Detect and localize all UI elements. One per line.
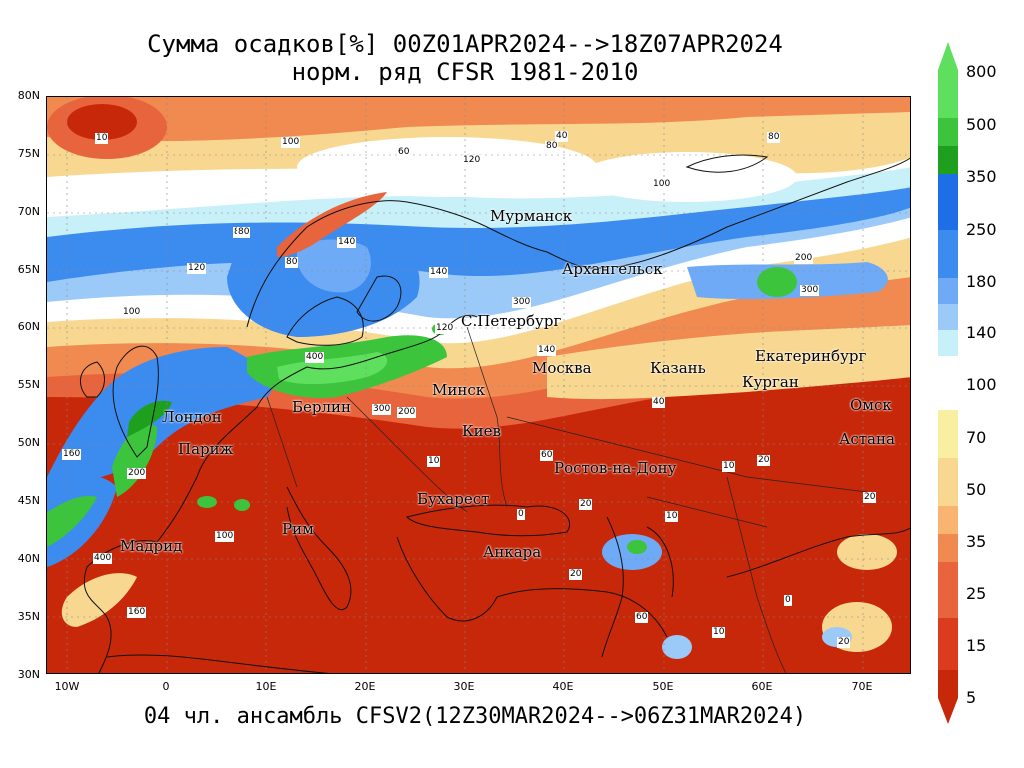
contour-label: 400 [93, 553, 113, 564]
map-title-line1: Сумма осадков[%] 00Z01APR2024-->18Z07APR… [147, 30, 783, 58]
contour-label: 400 [305, 352, 325, 363]
colorbar-label-25: 25 [966, 584, 987, 603]
lon-label-0: 0 [162, 680, 170, 693]
contour-label: 10 [95, 133, 109, 144]
contour-label: 100 [281, 137, 301, 148]
city-rome: Рим [282, 520, 314, 538]
contour-label: 20 [837, 637, 851, 648]
lat-label-55n: 55N [17, 378, 40, 391]
contour-label: 100 [652, 179, 672, 190]
lon-label-50e: 50E [652, 680, 674, 693]
lat-label-70n: 70N [17, 205, 40, 218]
contour-label: 80 [767, 132, 781, 143]
lon-label-40e: 40E [552, 680, 574, 693]
contour-label: 20 [863, 492, 877, 503]
contour-label: 60 [635, 612, 649, 623]
colorbar-label-140: 140 [966, 323, 997, 342]
city-st-petersburg: С.Петербург [461, 312, 562, 330]
contour-label: 100 [122, 307, 142, 318]
ensemble-caption: 04 чл. ансамбль CFSV2(12Z30MAR2024-->06Z… [143, 704, 807, 729]
colorbar-label-350: 350 [966, 167, 997, 186]
lat-label-45n: 45N [17, 494, 40, 507]
colorbar [938, 42, 958, 724]
contour-label: 300 [512, 297, 532, 308]
lat-label-60n: 60N [17, 320, 40, 333]
contour-label: 20 [569, 569, 583, 580]
contour-label: 0 [517, 509, 525, 520]
contour-label: 120 [187, 263, 207, 274]
colorbar-label-100: 100 [966, 375, 997, 394]
contour-label: 10 [712, 627, 726, 638]
contour-label: 160 [127, 607, 147, 618]
colorbar-label-500: 500 [966, 115, 997, 134]
city-madrid: Мадрид [120, 537, 183, 555]
colorbar-label-5: 5 [966, 688, 977, 707]
city-yekaterinburg: Екатеринбург [755, 347, 867, 365]
colorbar-label-250: 250 [966, 220, 997, 239]
lon-label-20e: 20E [354, 680, 376, 693]
city-omsk: Омск [850, 396, 892, 414]
contour-label: 10 [665, 511, 679, 522]
contour-label: 80 [545, 141, 559, 152]
city-rostov: Ростов-на-Дону [554, 459, 677, 477]
city-bucharest: Бухарест [417, 490, 490, 508]
colorbar-label-800: 800 [966, 62, 997, 81]
city-astana: Астана [839, 430, 895, 448]
lon-label-70e: 70E [851, 680, 873, 693]
colorbar-label-180: 180 [966, 272, 997, 291]
colorbar-label-35: 35 [966, 532, 987, 551]
colorbar-label-70: 70 [966, 428, 987, 447]
city-ankara: Анкара [483, 543, 542, 561]
lat-label-50n: 50N [17, 436, 40, 449]
contour-label: 300 [372, 404, 392, 415]
map-title-line2: норм. ряд CFSR 1981-2010 [291, 58, 639, 86]
contour-label: 40 [555, 131, 569, 142]
contour-label: 20 [757, 455, 771, 466]
city-paris: Париж [178, 440, 234, 458]
contour-label: 60 [397, 147, 411, 158]
city-arkhangelsk: Архангельск [562, 260, 663, 278]
contour-label: 200 [397, 407, 417, 418]
contour-label: 140 [337, 237, 357, 248]
city-moscow: Москва [532, 359, 592, 377]
city-minsk: Минск [432, 381, 486, 399]
lat-label-35n: 35N [17, 610, 40, 623]
lat-label-40n: 40N [17, 552, 40, 565]
contour-label: 40 [652, 397, 666, 408]
contour-label: 300 [800, 285, 820, 296]
city-kazan: Казань [650, 359, 706, 377]
contour-label: 80 [285, 257, 299, 268]
contour-label: 20 [579, 499, 593, 510]
contour-label: 120 [462, 155, 482, 166]
lat-label-65n: 65N [17, 263, 40, 276]
contour-label: 200 [127, 468, 147, 479]
contour-label: 160 [62, 449, 82, 460]
city-kurgan: Курган [742, 373, 799, 391]
city-kyiv: Киев [462, 422, 501, 440]
precipitation-map: 10 100 80 40 60 120 140 80 120 100 80 14… [46, 96, 911, 674]
lat-label-80n: 80N [17, 89, 40, 102]
lon-label-60e: 60E [751, 680, 773, 693]
city-berlin: Берлин [292, 398, 352, 416]
contour-label: 0 [784, 595, 792, 606]
precipitation-field [47, 97, 910, 673]
contour-label: 60 [540, 450, 554, 461]
city-murmansk: Мурманск [490, 207, 573, 225]
contour-label: 100 [215, 531, 235, 542]
lon-label-10w: 10W [54, 680, 80, 693]
contour-label: 140 [429, 267, 449, 278]
lat-label-30n: 30N [17, 668, 40, 681]
contour-label: 120 [435, 323, 455, 334]
contour-label: 10 [722, 461, 736, 472]
colorbar-label-50: 50 [966, 480, 987, 499]
lat-label-75n: 75N [17, 147, 40, 160]
city-london: Лондон [162, 408, 222, 426]
lon-label-30e: 30E [453, 680, 475, 693]
contour-label: 80 [237, 227, 251, 238]
contour-label: 10 [427, 456, 441, 467]
contour-label: 200 [794, 253, 814, 264]
colorbar-label-15: 15 [966, 636, 987, 655]
lon-label-10e: 10E [255, 680, 277, 693]
contour-label: 140 [537, 345, 557, 356]
